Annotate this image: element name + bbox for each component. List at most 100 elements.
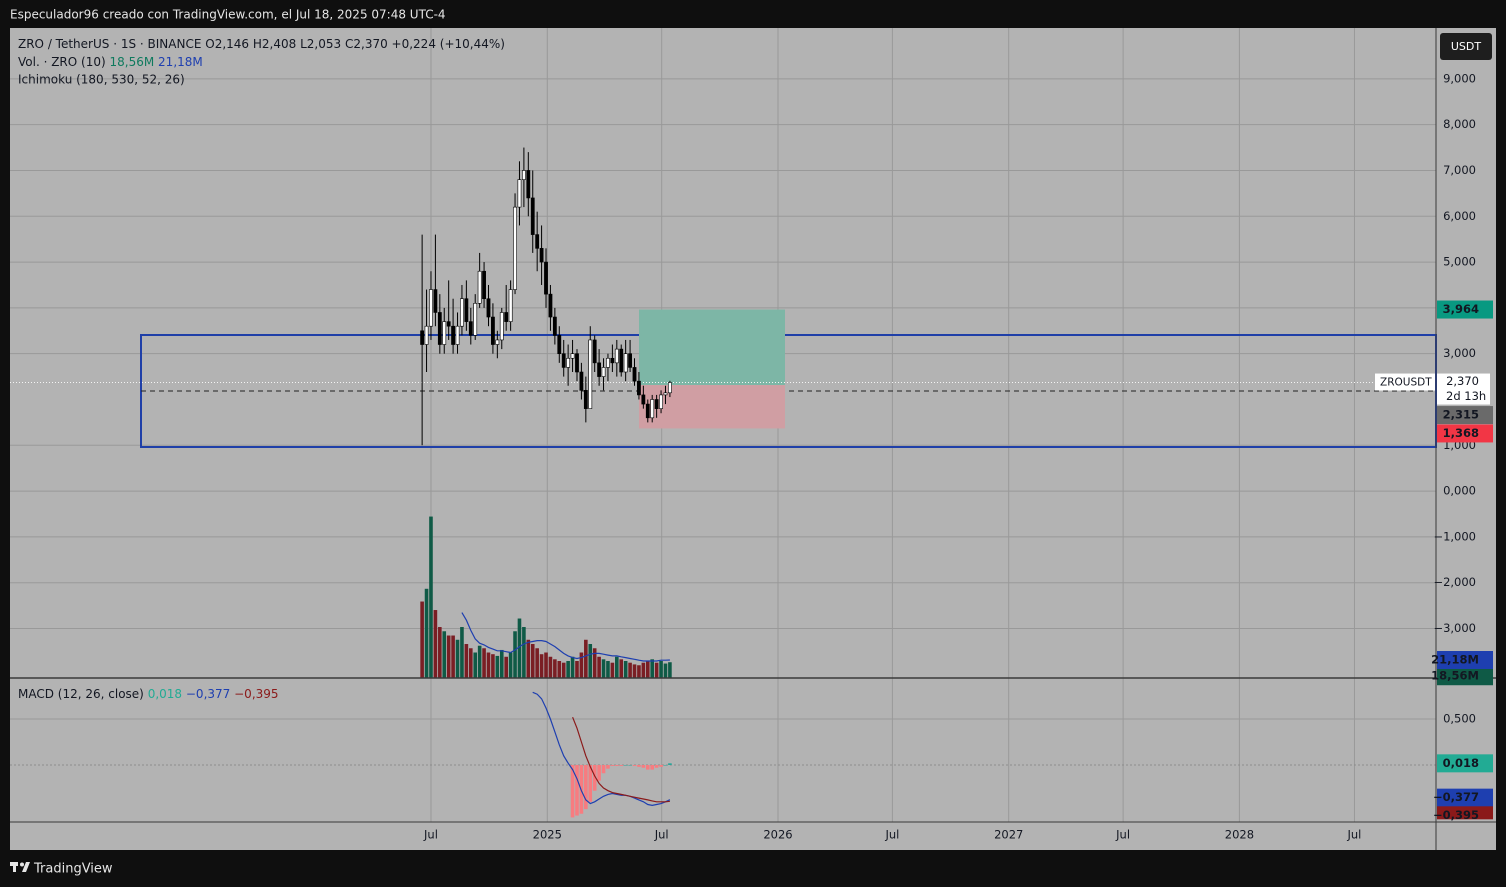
x-tick-label: Jul <box>884 828 899 842</box>
volume-bar <box>628 662 632 678</box>
volume-bar <box>544 652 548 678</box>
volume-bar <box>597 656 601 678</box>
entry-badge-box <box>1437 406 1493 425</box>
macd-hist-badge-box <box>1437 754 1493 773</box>
ohlc-close: C2,370 <box>345 37 388 51</box>
macd-title: MACD (12, 26, close) <box>18 687 144 701</box>
volume-badge: 18,56M <box>1431 669 1479 683</box>
candle-body <box>610 357 615 364</box>
volume-bar <box>659 661 663 678</box>
candle-body <box>592 339 597 364</box>
volume-bar <box>420 601 424 678</box>
macd-signal-badge-box <box>1437 806 1493 820</box>
candle-body <box>424 325 429 345</box>
candle-body <box>499 312 504 341</box>
macd-signal-badge: −0,395 <box>1433 808 1479 822</box>
candle-body <box>654 399 659 409</box>
candle-body <box>495 339 500 345</box>
volume-bar <box>663 663 668 678</box>
candle-body <box>641 394 646 405</box>
volume-bar <box>588 644 593 678</box>
volume-bar <box>477 645 482 678</box>
volume-bar <box>491 654 495 678</box>
candle-body <box>557 335 562 354</box>
candle-body <box>544 261 548 295</box>
volume-bar <box>495 655 500 678</box>
macd-histogram-bar <box>637 764 641 767</box>
y-tick-label: 8,000 <box>1443 117 1476 131</box>
header-text: Especulador96 creado con TradingView.com… <box>10 8 446 22</box>
macd-line-badge: −0,377 <box>1433 790 1479 804</box>
candle-body <box>420 330 425 345</box>
legend-main: ZRO / TetherUS · 1S · BINANCE O2,146 H2,… <box>18 37 505 51</box>
volume-bar <box>579 652 584 678</box>
footer-logo: TradingView <box>10 862 113 877</box>
volume-bar <box>451 635 455 678</box>
candle-body <box>579 371 584 391</box>
currency-label[interactable]: USDT <box>1451 40 1482 53</box>
volume-ma-badge-box <box>1437 651 1493 670</box>
macd-histogram-bar <box>570 764 575 818</box>
candle-body <box>583 390 588 409</box>
volume-bar <box>522 627 526 678</box>
candle-body <box>597 362 602 377</box>
macd-histogram-bar <box>645 764 650 770</box>
macd-histogram-bar <box>623 764 628 766</box>
ohlc-low: L2,053 <box>300 37 341 51</box>
volume-ma-line <box>461 612 670 662</box>
y-tick-label: −3,000 <box>1433 621 1476 635</box>
volume-bar <box>455 639 460 678</box>
x-tick-label: 2025 <box>533 828 562 842</box>
volume-bar <box>584 639 588 678</box>
candle-body <box>517 179 522 208</box>
candle-body <box>504 312 509 322</box>
candle-body <box>623 353 628 373</box>
candle-body <box>614 348 619 364</box>
candle-body <box>468 321 473 336</box>
macd-histogram-bar <box>650 764 655 770</box>
volume-bar <box>433 610 438 678</box>
volume-bar <box>486 652 491 678</box>
volume-bar <box>513 631 517 678</box>
macd-pane <box>532 691 672 818</box>
macd-line-value: −0,377 <box>186 687 230 701</box>
volume-bar <box>654 662 659 678</box>
currency-button[interactable] <box>1440 33 1492 60</box>
candle-body <box>632 367 637 382</box>
volume-bar <box>645 661 650 678</box>
macd-histogram-bar <box>654 764 659 768</box>
y-tick-label: 6,000 <box>1443 209 1476 223</box>
symbol-badge: ZROUSDT <box>1380 377 1432 389</box>
volume-bar <box>464 644 469 678</box>
macd-histogram-bar <box>601 764 606 774</box>
x-tick-label: Jul <box>1347 828 1362 842</box>
macd-histogram-bar <box>575 764 579 816</box>
volume-bar <box>557 661 562 678</box>
x-tick-label: Jul <box>423 828 438 842</box>
candle-body <box>566 357 571 368</box>
volume-bar <box>623 661 628 678</box>
x-tick-label: Jul <box>1115 828 1130 842</box>
legend-indicator: Ichimoku (180, 530, 52, 26) <box>18 73 185 87</box>
macd-tick-label: 0,500 <box>1443 712 1476 726</box>
macd-histogram-bar <box>628 764 632 766</box>
volume-bar <box>508 652 513 678</box>
volume-bar <box>570 656 575 678</box>
volume-bar <box>548 656 553 678</box>
legend-volume: Vol. · ZRO (10) 18,56M 21,18M <box>18 55 203 69</box>
candle-body <box>628 353 632 368</box>
legend-macd: MACD (12, 26, close) 0,018 −0,377 −0,395 <box>18 687 279 701</box>
y-tick-label: 0,000 <box>1443 484 1476 498</box>
target-badge-box <box>1437 300 1493 319</box>
candle-body <box>508 289 513 322</box>
y-tick-label: −2,000 <box>1433 575 1476 589</box>
candle-body <box>637 380 641 396</box>
y-tick-label: 9,000 <box>1443 71 1476 85</box>
change: +0,224 (+10,44%) <box>392 37 505 51</box>
candle-body <box>429 289 433 327</box>
footer-text: TradingView <box>33 862 113 877</box>
volume-bar <box>442 631 447 678</box>
candle-body <box>473 302 478 336</box>
time-axis-strip <box>1437 823 1496 850</box>
